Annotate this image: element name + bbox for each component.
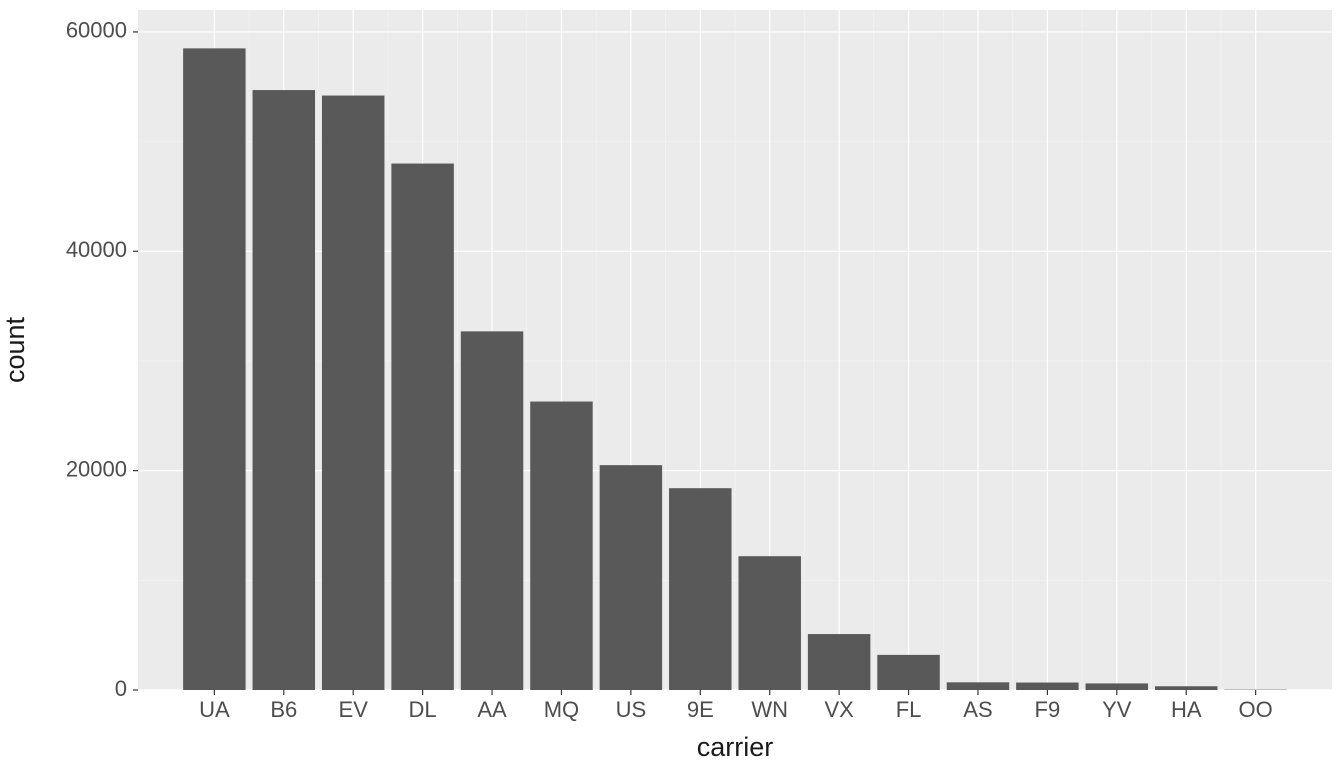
bar-B6: [253, 90, 315, 690]
bar-US: [600, 465, 662, 690]
x-tick-label: VX: [824, 697, 854, 722]
y-axis: 0 20000 40000 60000: [66, 18, 138, 701]
bar-DL: [391, 164, 453, 690]
bar-HA: [1155, 686, 1217, 690]
x-tick-label: HA: [1171, 697, 1202, 722]
x-tick-label: YV: [1102, 697, 1132, 722]
x-tick-label: FL: [896, 697, 922, 722]
x-axis-title: carrier: [697, 732, 774, 762]
y-tick-label: 60000: [66, 18, 127, 43]
x-tick-label: US: [616, 697, 647, 722]
bar-chart: 0 20000 40000 60000 UA B6 EV DL AA MQ US 9E WN VX FL AS…: [0, 0, 1344, 768]
x-tick-label: AA: [477, 697, 507, 722]
x-tick-label: DL: [409, 697, 437, 722]
x-tick-label: UA: [199, 697, 230, 722]
bar-EV: [322, 96, 384, 690]
x-tick-label: B6: [270, 697, 297, 722]
x-tick-label: WN: [751, 697, 788, 722]
bar-AS: [947, 682, 1009, 690]
bar-9E: [669, 488, 731, 690]
x-tick-label: F9: [1035, 697, 1061, 722]
y-axis-title: count: [0, 316, 30, 383]
y-tick-label: 20000: [66, 456, 127, 481]
bar-FL: [877, 655, 939, 690]
bar-F9: [1016, 683, 1078, 690]
x-tick-label: EV: [339, 697, 369, 722]
bar-MQ: [530, 402, 592, 690]
bar-AA: [461, 331, 523, 690]
y-tick-label: 40000: [66, 237, 127, 262]
x-tick-label: 9E: [687, 697, 714, 722]
x-axis: UA B6 EV DL AA MQ US 9E WN VX FL AS F9 YV HA OO: [199, 690, 1273, 722]
y-tick-label: 0: [115, 676, 127, 701]
bar-YV: [1086, 683, 1148, 690]
bar-UA: [183, 48, 245, 690]
x-tick-label: AS: [963, 697, 992, 722]
bar-VX: [808, 634, 870, 690]
bar-WN: [738, 556, 800, 690]
x-tick-label: MQ: [544, 697, 579, 722]
chart-svg: 0 20000 40000 60000 UA B6 EV DL AA MQ US 9E WN VX FL AS…: [0, 0, 1344, 768]
x-tick-label: OO: [1239, 697, 1273, 722]
